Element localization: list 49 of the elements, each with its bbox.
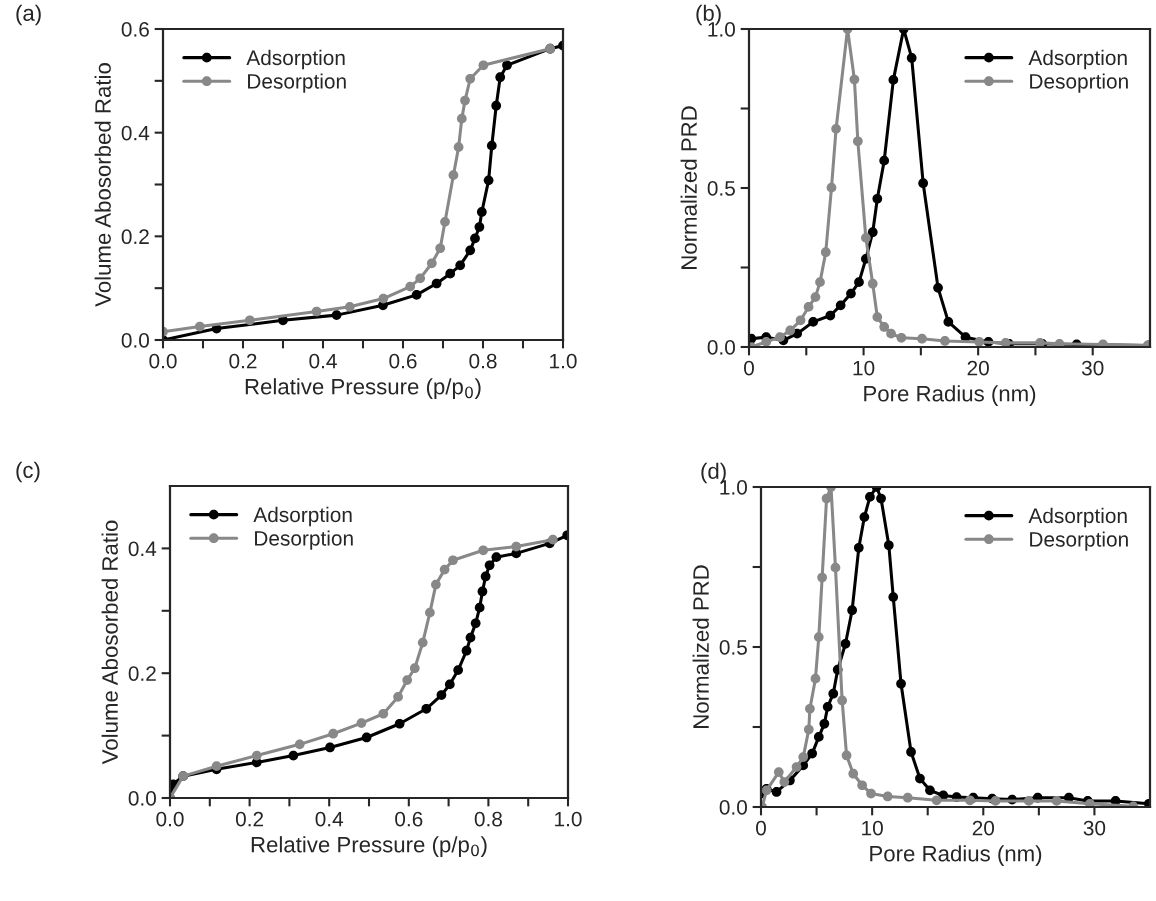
y-axis-title: Volume Abosorbed Ratio xyxy=(101,520,118,765)
x-tick-label: 0.8 xyxy=(469,353,497,369)
x-tick-label: 0 xyxy=(744,360,754,376)
y-tick-label: 0.0 xyxy=(128,791,156,806)
y-tick-label: 0.4 xyxy=(128,541,157,557)
x-axis-title: Relative Pressure (p/p$_{0}$) xyxy=(245,378,481,399)
y-tick-label: 0.6 xyxy=(121,22,149,37)
x-axis-title: Pore Radius (nm) xyxy=(870,845,1042,866)
legend-label: Desoprtion xyxy=(1030,73,1128,93)
x-tick-label: 10 xyxy=(862,820,883,836)
legend-label: Adsorption xyxy=(246,49,345,70)
y-tick-label: 0.2 xyxy=(128,666,156,681)
x-tick-label: 1.0 xyxy=(555,811,582,827)
x-tick-label: 0.2 xyxy=(235,811,264,827)
x-tick-label: 1.0 xyxy=(550,353,577,369)
y-tick-label: 0.2 xyxy=(121,229,149,245)
x-tick-label: 0 xyxy=(756,820,766,836)
y-axis-title: Volume Abosorbed Ratio xyxy=(94,63,111,307)
y-axis-title: Normalized PRD xyxy=(680,106,697,269)
legend-label: Desorption xyxy=(1030,531,1128,551)
y-tick-label: 0.0 xyxy=(719,800,747,815)
y-tick-label: 0.5 xyxy=(719,640,747,655)
x-axis-title: Relative Pressure (p/p$_{0}$) xyxy=(251,836,487,857)
legend-label: Desorption xyxy=(255,530,353,550)
x-tick-label: 20 xyxy=(972,820,995,836)
y-axis-title: Normalized PRD xyxy=(692,565,709,728)
legend-label: Desorption xyxy=(248,73,346,93)
y-tick-label: 0.0 xyxy=(707,340,735,355)
x-tick-label: 0.0 xyxy=(149,353,177,369)
y-tick-label: 0.4 xyxy=(121,125,150,141)
legend-label: Adsorption xyxy=(253,506,352,527)
x-tick-label: 30 xyxy=(1081,360,1104,376)
x-tick-label: 20 xyxy=(967,360,989,376)
x-tick-label: 0.6 xyxy=(389,353,417,369)
text: (c) xyxy=(16,461,40,483)
legend-label: Adsorption xyxy=(1028,49,1127,70)
x-axis-title: Pore Radius (nm) xyxy=(864,385,1036,406)
x-tick-label: 0.0 xyxy=(156,811,184,827)
x-tick-label: 0.4 xyxy=(315,811,344,827)
text: (a) xyxy=(16,4,41,26)
x-tick-label: 0.4 xyxy=(309,353,337,369)
y-tick-label: 0.5 xyxy=(707,181,735,196)
x-tick-label: 10 xyxy=(853,360,875,376)
y-tick-label: 0.0 xyxy=(121,333,149,348)
x-tick-label: 0.6 xyxy=(395,811,423,827)
x-tick-label: 0.8 xyxy=(474,811,502,827)
x-tick-label: 0.2 xyxy=(229,353,257,369)
x-tick-label: 30 xyxy=(1083,820,1106,836)
legend-label: Adsorption xyxy=(1028,507,1127,528)
